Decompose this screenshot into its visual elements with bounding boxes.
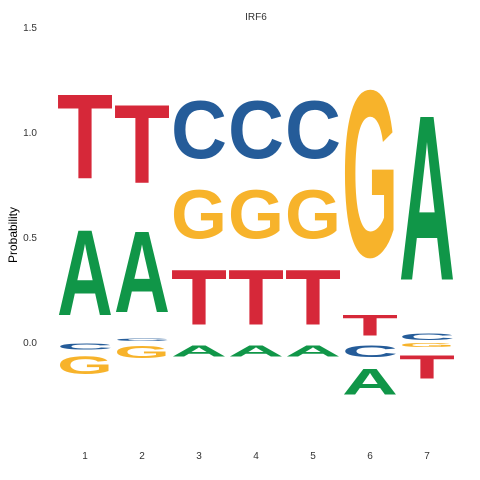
logo-letter-t: T	[57, 69, 113, 204]
logo-letter-c: C	[285, 84, 341, 176]
logo-letter-a: A	[285, 342, 341, 360]
x-tick-label: 7	[424, 451, 430, 462]
logo-letter-g: G	[342, 42, 398, 307]
logo-letter-a: A	[228, 342, 284, 360]
logo-letter-g: G	[399, 342, 455, 348]
y-axis-ticks: 0.0 0.5 1.0 1.5	[23, 23, 37, 349]
x-tick-label: 5	[310, 451, 316, 462]
logo-position-3: TGC A	[171, 84, 227, 360]
logo-letter-c: C	[114, 338, 170, 342]
y-axis-label: Probability	[6, 207, 20, 263]
x-tick-label: 3	[196, 451, 202, 462]
logo-letter-a: A	[342, 361, 398, 403]
logo-letter-c: C	[57, 342, 113, 351]
x-tick-label: 2	[139, 451, 145, 462]
logo-letter-t: T	[399, 348, 455, 386]
logo-letter-g: G	[57, 352, 113, 380]
logo-position-1: AT CG	[57, 69, 113, 380]
logo-letter-t: T	[285, 255, 341, 343]
logo-position-7: CA GT	[399, 67, 455, 386]
logo-letter-t: T	[228, 255, 284, 343]
x-tick-label: 1	[82, 451, 88, 462]
chart-title: IRF6	[245, 12, 267, 23]
x-tick-label: 4	[253, 451, 259, 462]
logo-letter-g: G	[171, 176, 227, 254]
logo-position-4: TGC A	[228, 84, 284, 360]
logo-letter-a: A	[114, 208, 170, 337]
logo-letter-g: G	[114, 342, 170, 362]
logo-letter-t: T	[114, 81, 170, 207]
y-tick-label: 1.5	[23, 23, 37, 34]
logo-letter-t: T	[342, 309, 398, 342]
logo-letter-g: G	[285, 176, 341, 254]
y-tick-label: 0.0	[23, 338, 37, 349]
logo-letter-a: A	[57, 204, 113, 342]
y-tick-label: 0.5	[23, 233, 37, 244]
logo-position-2: CAT G	[114, 81, 170, 362]
logo-letter-c: C	[171, 84, 227, 176]
x-axis-ticks: 1 2 3 4 5 6 7	[82, 451, 430, 462]
logo-letter-c: C	[228, 84, 284, 176]
logo-letter-c: C	[342, 342, 398, 361]
y-tick-label: 1.0	[23, 128, 37, 139]
x-tick-label: 6	[367, 451, 373, 462]
logo-position-6: TG CA	[342, 42, 398, 403]
logo-letter-c: C	[399, 331, 455, 342]
logo-position-5: TGC A	[285, 84, 341, 360]
logo-letter-t: T	[171, 255, 227, 343]
logo-letter-g: G	[228, 176, 284, 254]
logo-letter-a: A	[171, 342, 227, 360]
logo-letter-a: A	[399, 67, 455, 330]
